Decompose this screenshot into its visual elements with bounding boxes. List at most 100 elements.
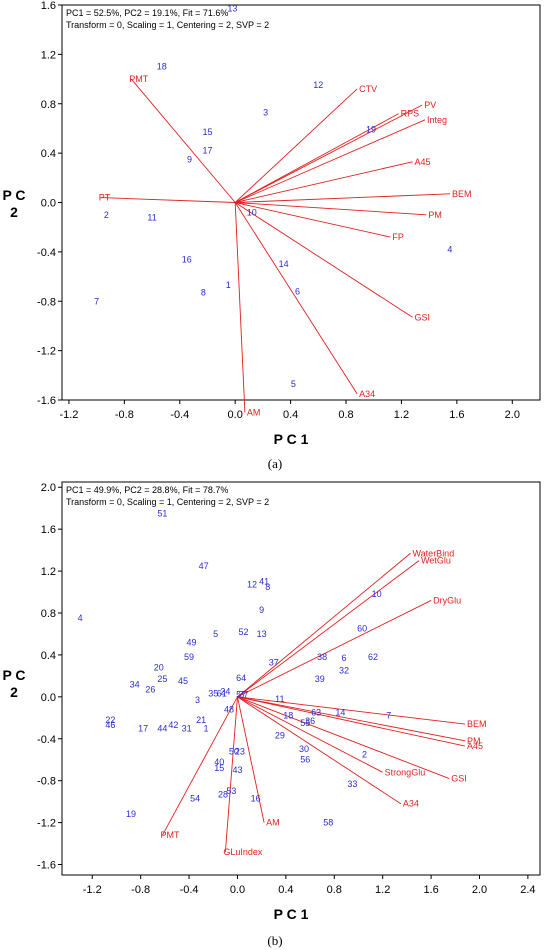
x-axis-title: P C 1	[274, 906, 309, 922]
loading-label: AM	[247, 407, 261, 417]
x-tick-label: 2.0	[505, 409, 520, 421]
loading-label: CTV	[359, 84, 377, 94]
plot-frame	[61, 4, 541, 401]
observation-label: 9	[259, 605, 264, 615]
y-tick-label: 0.4	[41, 650, 56, 662]
loading-label: PT	[99, 193, 111, 203]
x-tick-label: 0.0	[230, 884, 245, 896]
variance-summary: PC1 = 49.9%, PC2 = 28.8%, Fit = 78.7%	[66, 485, 228, 495]
loading-label: A45	[415, 157, 431, 167]
loading-label: GSI	[415, 312, 431, 322]
observation-label: 55	[300, 718, 310, 728]
observation-label: 3	[195, 695, 200, 705]
observation-label: 15	[214, 763, 224, 773]
observation-label: 46	[105, 720, 115, 730]
loading-vector-a34	[234, 202, 358, 395]
loading-vector-waterbind	[237, 552, 411, 698]
observation-label: 1	[226, 280, 231, 290]
x-tick-label: -0.8	[115, 409, 134, 421]
loading-label: DryGlu	[433, 595, 461, 605]
observation-label: 10	[372, 589, 382, 599]
observation-label: 61	[217, 689, 227, 699]
observation-label: 34	[130, 679, 140, 689]
variance-summary: PC1 = 52.5%, PC2 = 19.1%, Fit = 71.6%	[66, 8, 228, 18]
biplot-panel-a: PC1 = 52.5%, PC2 = 19.1%, Fit = 71.6% Tra…	[2, 0, 541, 447]
x-tick-label: 0.4	[278, 884, 293, 896]
loading-vector-ctv	[234, 88, 358, 203]
observation-label: 21	[196, 715, 206, 725]
loading-label: A45	[467, 741, 483, 751]
observation-label: 48	[224, 704, 234, 714]
observation-label: 12	[313, 80, 323, 90]
observation-label: 14	[279, 259, 289, 269]
biplot-panel-b: PC1 = 49.9%, PC2 = 28.8%, Fit = 78.7% Tra…	[2, 481, 541, 922]
observation-label: 26	[145, 685, 155, 695]
observation-label: 2	[362, 749, 367, 759]
observation-label: 57	[236, 690, 246, 700]
loading-label: BEM	[452, 189, 472, 199]
x-axis-title: P C 1	[274, 431, 309, 447]
loading-label: FP	[392, 232, 404, 242]
y-tick-label: 0.4	[41, 148, 56, 160]
observation-label: 17	[202, 146, 212, 156]
observation-label: 42	[168, 720, 178, 730]
loading-vector-dryglu	[237, 600, 432, 698]
y-tick-label: -0.4	[37, 247, 56, 259]
loading-vector-gsi	[237, 696, 450, 780]
x-tick-label: -1.2	[59, 409, 78, 421]
observation-label: 9	[187, 154, 192, 164]
y-axis-title-part: P C	[2, 667, 25, 683]
observation-label: 18	[157, 62, 167, 72]
observation-label: 6	[341, 653, 346, 663]
observation-label: 62	[368, 652, 378, 662]
observation-label: 27	[239, 690, 249, 700]
loading-vector-pmt	[130, 78, 236, 203]
loading-vector-pt	[100, 197, 236, 203]
y-tick-label: -1.2	[37, 818, 56, 830]
observation-label: 37	[269, 657, 279, 667]
loading-vector-gluindex	[224, 696, 238, 852]
observation-label: 7	[94, 296, 99, 306]
loading-vector-rps	[234, 113, 399, 203]
x-tick-label: -0.4	[180, 884, 199, 896]
x-tick-label: 0.4	[283, 409, 298, 421]
loading-label: PV	[424, 100, 436, 110]
observation-label: 64	[236, 673, 246, 683]
x-tick-label: 1.6	[423, 884, 438, 896]
loading-vector-wetglu	[237, 560, 420, 698]
loading-vector-pm	[235, 202, 427, 216]
y-tick-label: 1.2	[41, 49, 56, 61]
loading-vector-am	[234, 202, 246, 413]
observation-label: 40	[214, 757, 224, 767]
observation-label: 8	[265, 582, 270, 592]
observation-label: 3	[263, 107, 268, 117]
loading-vector-bem	[237, 696, 466, 725]
loading-label: A34	[359, 389, 375, 399]
observation-label: 10	[247, 207, 257, 217]
y-tick-label: 1.2	[41, 566, 56, 578]
observation-label: 13	[227, 4, 237, 14]
panel-label: (a)	[268, 456, 282, 471]
x-tick-label: 1.2	[375, 884, 390, 896]
loading-vector-bem	[235, 193, 450, 203]
observation-label: 51	[157, 508, 167, 518]
observation-label: 13	[257, 629, 267, 639]
loading-vector-pmt	[162, 696, 238, 836]
loading-vector-a45	[237, 696, 466, 747]
loading-vector-pv	[234, 104, 423, 203]
biplot-settings: Transform = 0, Scaling = 1, Centering = …	[66, 497, 269, 507]
loading-label: A34	[403, 799, 419, 809]
observation-label: 35	[208, 689, 218, 699]
observation-label: 38	[317, 652, 327, 662]
observation-label: 2	[104, 210, 109, 220]
loading-label: PM	[467, 736, 481, 746]
x-tick-label: 1.2	[394, 409, 409, 421]
observation-label: 63	[311, 708, 321, 718]
observation-label: 5	[291, 379, 296, 389]
observation-label: 24	[220, 687, 230, 697]
observation-label: 16	[251, 793, 261, 803]
loading-vector-integ	[235, 119, 426, 203]
x-tick-label: 2.4	[520, 884, 535, 896]
